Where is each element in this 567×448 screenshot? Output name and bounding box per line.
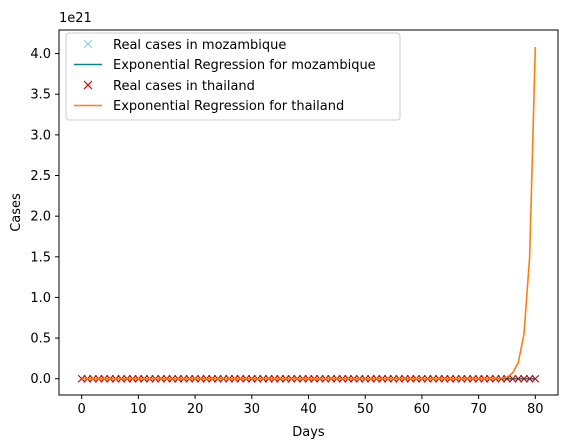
legend-entry-mozambique-real: Real cases in mozambique [83,38,286,53]
legend-label: Real cases in thailand [113,79,255,94]
y-tick-label: 0.0 [30,372,51,387]
data-point [525,374,534,383]
legend-label: Real cases in mozambique [113,38,286,53]
legend-label: Exponential Regression for thailand [113,99,344,114]
x-tick-label: 0 [78,402,86,417]
y-tick-label: 2.0 [30,210,51,225]
legend-entry-mozambique-regression: Exponential Regression for mozambique [74,58,376,73]
x-axis-title: Days [292,425,325,440]
y-axis-title: Cases [9,193,24,232]
legend-x-marker-icon [83,39,93,49]
legend: Real cases in mozambique Exponential Reg… [65,32,401,121]
data-point [508,374,517,383]
y-tick-label: 0.5 [30,332,51,347]
x-tick-label: 40 [300,402,317,417]
y-offset-text: 1e21 [59,11,92,26]
y-tick-label: 3.0 [30,128,51,143]
x-axis: 0 10 20 30 40 50 60 70 80 [78,395,544,417]
x-tick-label: 20 [187,402,204,417]
legend-entry-thailand-real: Real cases in thailand [83,79,255,94]
x-tick-label: 60 [414,402,431,417]
legend-label: Exponential Regression for mozambique [113,58,376,73]
x-tick-label: 30 [244,402,261,417]
y-axis: 0.0 0.5 1.0 1.5 2.0 2.5 3.0 3.5 4.0 [30,47,59,387]
x-tick-label: 10 [130,402,147,417]
data-point [520,374,528,383]
x-tick-label: 70 [470,402,487,417]
y-tick-label: 4.0 [30,47,51,62]
legend-x-marker-icon [83,80,93,90]
y-tick-label: 2.5 [30,169,51,184]
legend-entry-thailand-regression: Exponential Regression for thailand [74,99,344,114]
y-tick-label: 1.0 [30,291,51,306]
legend-box [65,32,401,121]
data-point [531,374,540,383]
data-layer [77,47,540,383]
series-line [81,47,537,380]
data-point [514,374,523,383]
x-tick-label: 50 [357,402,374,417]
y-tick-label: 1.5 [30,250,51,265]
x-tick-label: 80 [527,402,544,417]
series-3 [81,47,537,380]
y-tick-label: 3.5 [30,88,51,103]
